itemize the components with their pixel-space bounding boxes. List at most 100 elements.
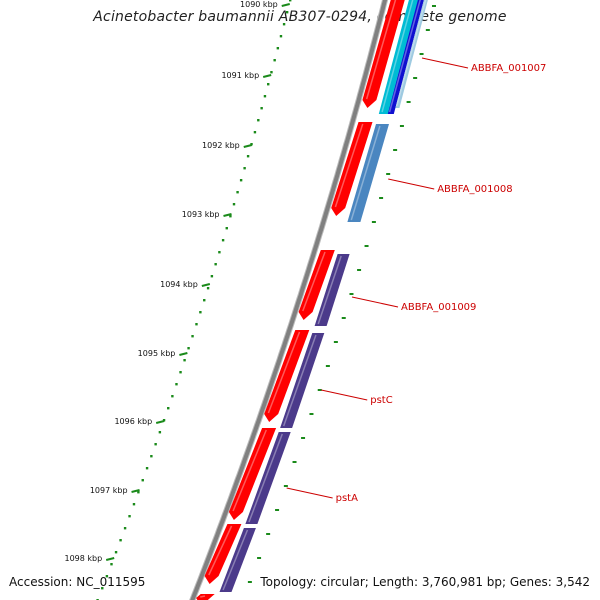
tick-label: 1090 kbp	[240, 0, 278, 9]
minor-tick	[273, 59, 276, 62]
outer-tick	[266, 533, 271, 535]
minor-tick	[239, 179, 243, 182]
category-band-purple-4	[219, 528, 256, 592]
minor-tick	[257, 119, 260, 122]
gene-label-connector	[321, 389, 368, 401]
major-tick	[105, 557, 115, 561]
backbone-shadow	[189, 0, 389, 600]
gene-label-abbfa_001008: ABBFA_001008	[437, 184, 512, 195]
minor-tick	[150, 455, 153, 458]
major-tick	[223, 213, 232, 217]
category-band-purple-4-highlight	[222, 529, 249, 591]
gene-label-abbfa_001007: ABBFA_001007	[471, 63, 546, 74]
backbone-layer	[189, 0, 389, 600]
minor-tick	[110, 563, 113, 566]
outer-tick	[379, 197, 384, 199]
cds-arrow-cds-3-highlight	[302, 251, 326, 312]
category-band-purple-3	[245, 432, 291, 524]
minor-tick	[199, 311, 202, 314]
minor-tick	[187, 347, 190, 350]
minor-tick	[158, 431, 162, 434]
category-band-purple-2-highlight	[282, 334, 317, 427]
gene-label-connector	[351, 296, 399, 308]
outer-tick	[419, 53, 424, 55]
minor-tick	[171, 395, 174, 398]
topology-text: Topology: circular; Length: 3,760,981 bp…	[260, 575, 590, 589]
outer-tick	[325, 365, 330, 367]
outer-tick	[386, 173, 391, 175]
gene-label-pstc: pstC	[370, 395, 392, 406]
category-band-lightblue-highlight	[395, 0, 427, 107]
cds-arrow-cds-4	[264, 330, 310, 422]
outer-tick	[399, 125, 404, 127]
category-band-blue-highlight	[388, 0, 421, 113]
minor-tick	[260, 107, 263, 110]
cds-arrow-cds-6	[204, 524, 242, 584]
category-band-cyan-highlight	[381, 0, 414, 113]
minor-tick	[285, 11, 289, 14]
gene-label-connector	[421, 57, 469, 69]
major-tick	[281, 3, 290, 7]
outer-tick	[371, 221, 376, 223]
cds-arrow-cds-4-highlight	[267, 331, 301, 414]
outer-tick	[349, 293, 354, 295]
major-tick	[179, 352, 188, 356]
tick-label: 1096 kbp	[114, 417, 152, 426]
cds-arrow-cds-2	[331, 122, 373, 216]
minor-tick	[282, 23, 286, 26]
gene-labels-layer: ABBFA_001007 ABBFA_001008 ABBFA_001009 pstC…	[286, 57, 546, 504]
minor-tick	[132, 503, 136, 506]
tick-label: 1098 kbp	[64, 554, 102, 563]
map-title: Acinetobacter baumannii AB307-0294, comp…	[93, 9, 507, 25]
minor-tick	[123, 527, 127, 530]
category-band-purple-3-highlight	[248, 433, 283, 523]
minor-tick	[289, 0, 292, 2]
outer-tick	[364, 245, 369, 247]
outer-tick	[393, 149, 398, 151]
cds-arrow-cds-7-highlight	[200, 595, 206, 598]
minor-tick	[145, 467, 149, 470]
minor-tick	[141, 479, 144, 482]
cds-arrow-cds-5-highlight	[232, 429, 267, 512]
minor-tick	[119, 539, 122, 542]
outer-tick	[406, 101, 411, 103]
minor-tick	[214, 263, 217, 266]
outer-tick	[425, 29, 430, 31]
minor-tick	[137, 491, 140, 494]
outer-tick	[309, 413, 314, 415]
category-band-steelblue-highlight	[350, 125, 381, 221]
minor-tick	[267, 83, 270, 86]
outer-tick	[275, 509, 280, 511]
minor-tick	[203, 299, 206, 302]
minor-tick	[221, 239, 225, 242]
category-band-cyan	[378, 0, 420, 114]
category-band-purple-1	[314, 254, 350, 326]
cds-arrow-cds-3	[298, 250, 335, 320]
minor-tick	[236, 191, 239, 194]
outer-tick	[292, 461, 297, 463]
major-tick	[131, 489, 140, 493]
tick-label: 1097 kbp	[90, 486, 128, 495]
minor-tick	[279, 35, 283, 38]
major-tick	[201, 283, 211, 287]
minor-tick	[225, 227, 228, 230]
minor-tick	[191, 335, 194, 338]
outer-tick	[301, 437, 306, 439]
backbone-line	[190, 0, 388, 600]
gene-label-psta: pstA	[336, 493, 358, 504]
tick-label: 1093 kbp	[182, 210, 220, 219]
minor-tick	[128, 515, 131, 518]
outer-tick	[333, 341, 338, 343]
category-band-purple-1-highlight	[317, 255, 342, 325]
outer-tick	[283, 485, 288, 487]
cds-arrow-cds-7	[196, 594, 215, 600]
minor-tick	[253, 131, 257, 134]
minor-tick	[101, 587, 104, 590]
gene-label-abbfa_001009: ABBFA_001009	[401, 302, 476, 313]
major-tick	[262, 74, 272, 78]
minor-tick	[154, 443, 157, 446]
minor-tick	[218, 251, 221, 254]
tick-label: 1095 kbp	[138, 349, 176, 358]
tick-label: 1094 kbp	[160, 280, 198, 289]
